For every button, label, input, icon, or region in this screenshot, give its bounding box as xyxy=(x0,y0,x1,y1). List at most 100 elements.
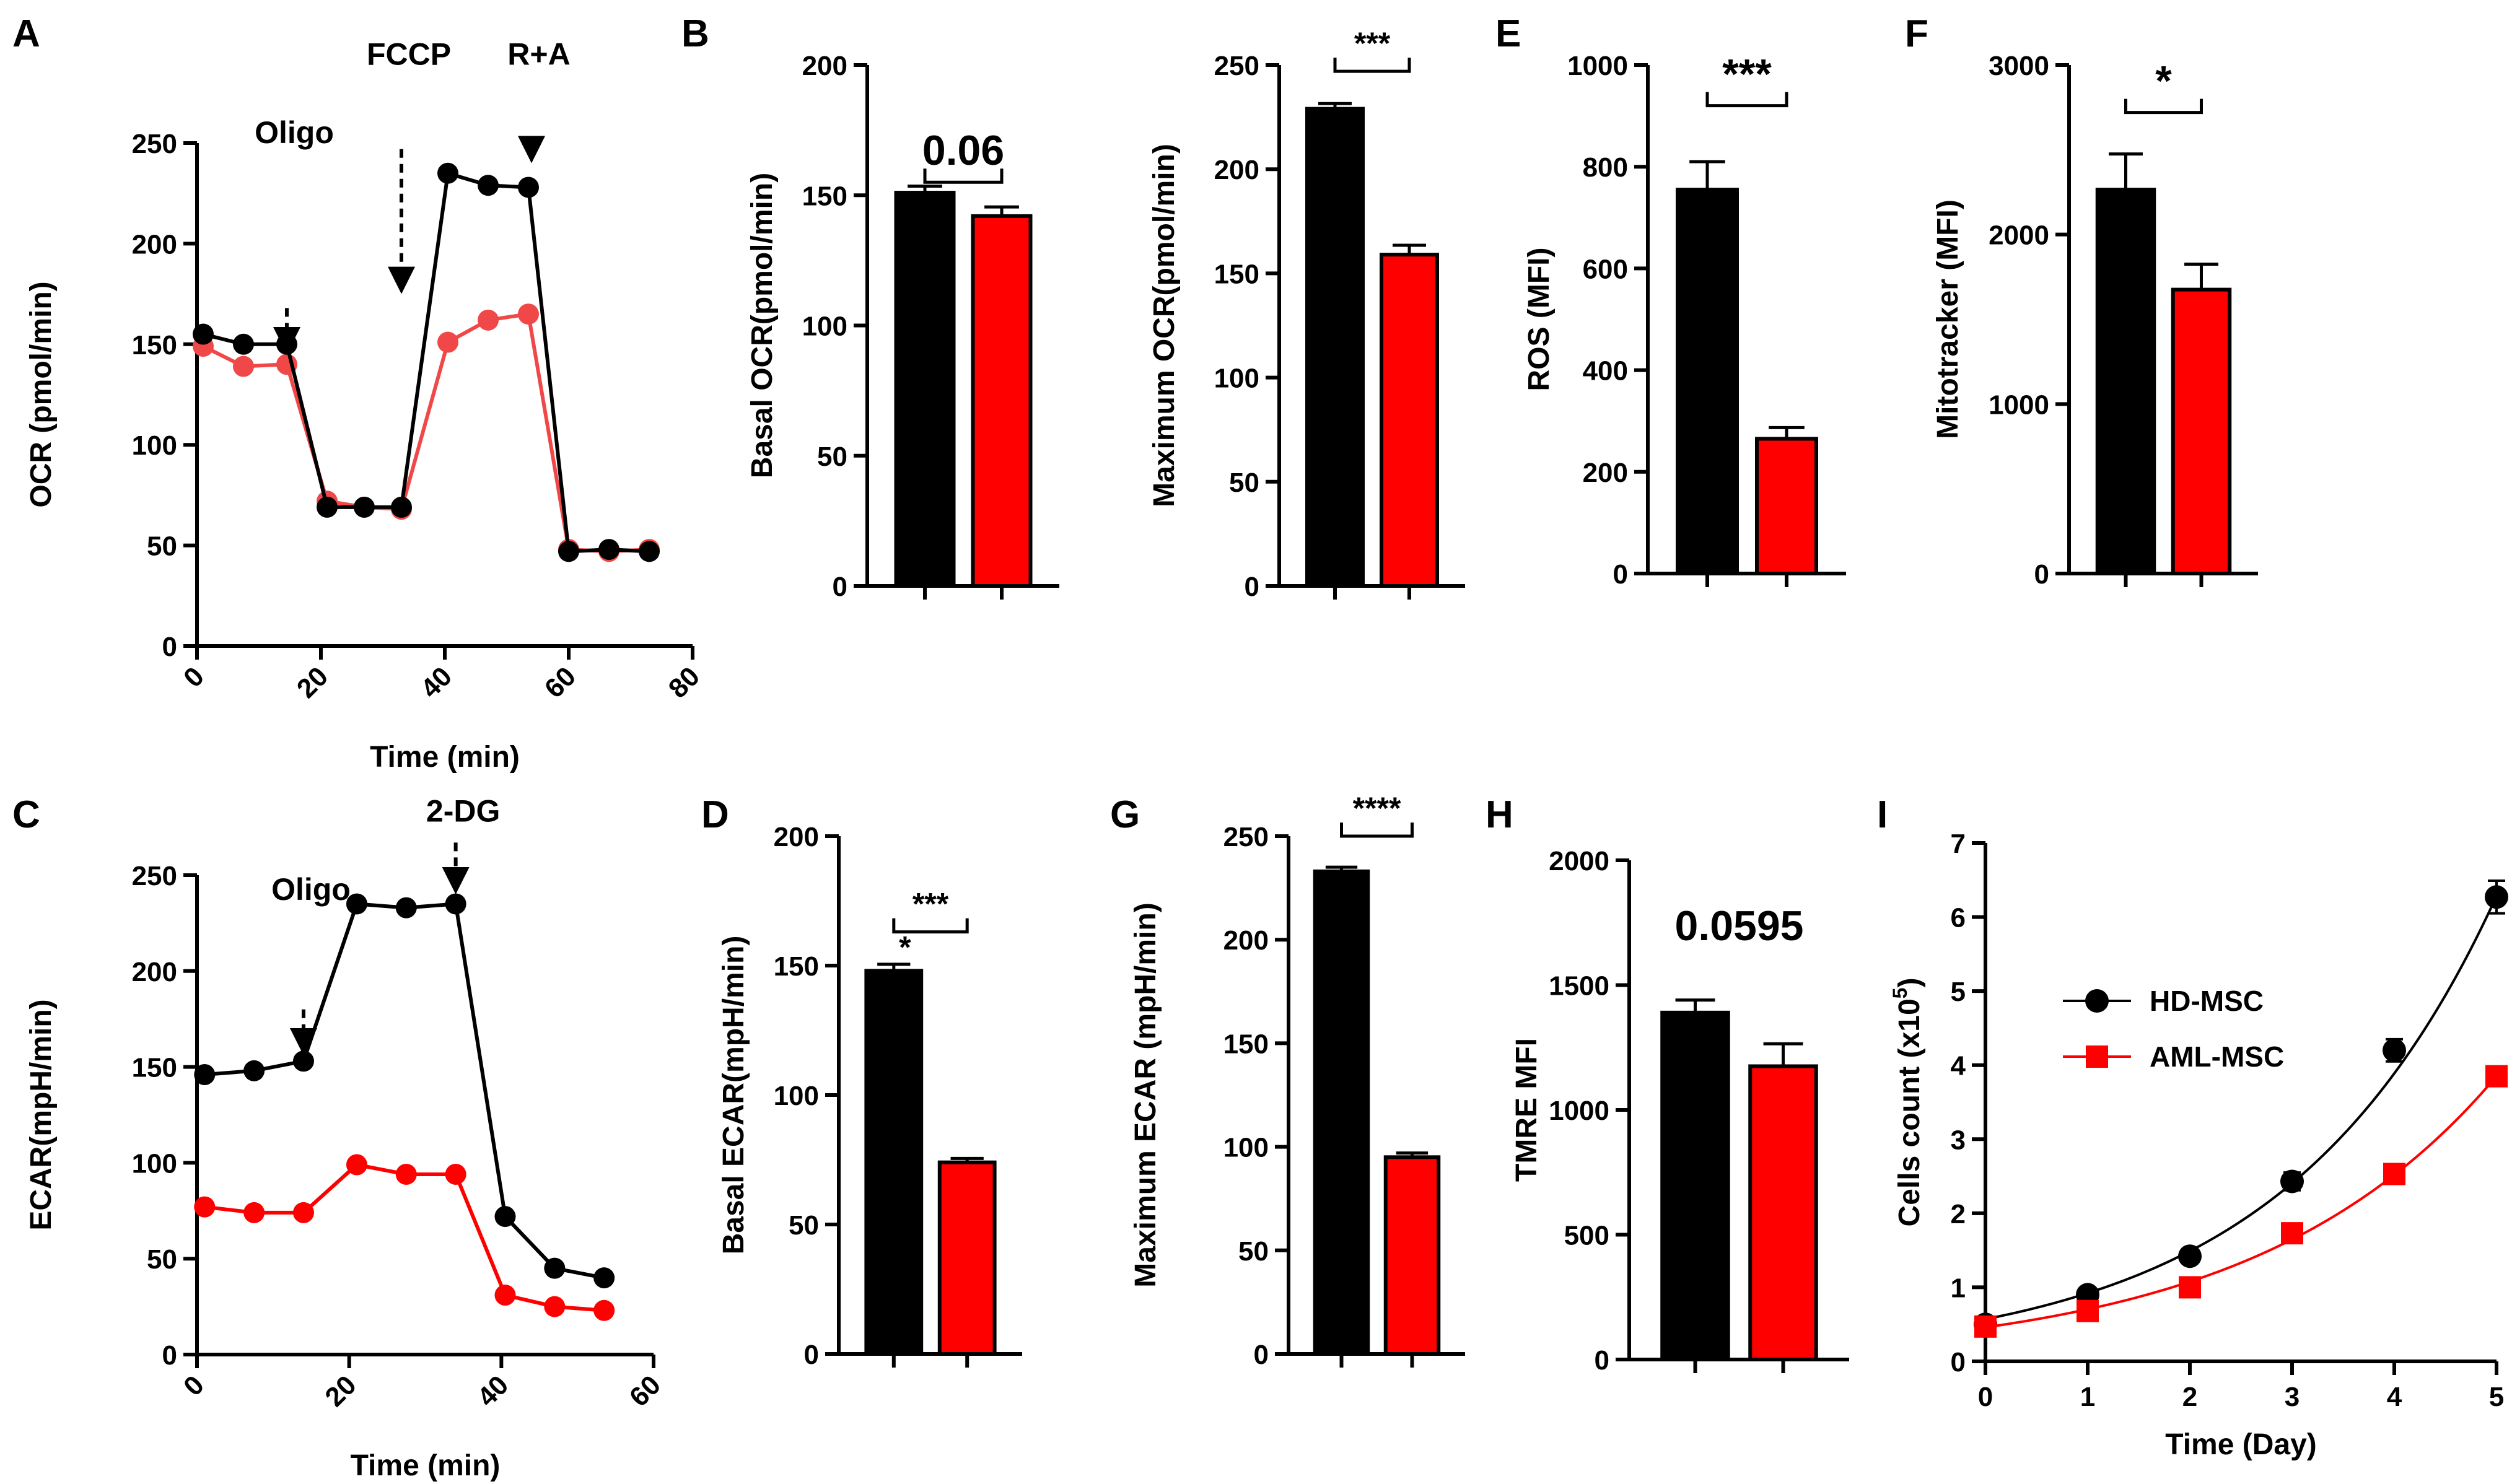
y-axis-label: ROS (MFI) xyxy=(1523,248,1556,391)
x-tick-label: 1 xyxy=(2080,1382,2095,1412)
y-tick-label: 250 xyxy=(132,129,177,159)
y-tick-label: 0 xyxy=(2034,559,2049,590)
y-tick-label: 600 xyxy=(1583,254,1628,284)
x-tick-label: 0 xyxy=(1978,1382,1993,1412)
y-tick-label: 4 xyxy=(1951,1051,1966,1081)
y-axis-label: Mitotracker (MFI) xyxy=(1932,199,1964,439)
bar-aml-msc xyxy=(937,1160,997,1356)
y-tick-label: 100 xyxy=(802,312,847,342)
x-tick-label: 20 xyxy=(319,1369,362,1412)
point-hd-msc xyxy=(2178,1244,2202,1268)
panel-label: I xyxy=(1877,793,1888,836)
annotation-arrow-head xyxy=(518,136,545,164)
y-tick-label: 250 xyxy=(132,861,177,891)
y-tick-label: 200 xyxy=(1583,458,1628,488)
point-hd-msc xyxy=(391,496,412,518)
point-hd-msc xyxy=(395,897,417,919)
point-hd-msc xyxy=(354,496,375,518)
significance-extra-mark: * xyxy=(899,930,911,965)
y-tick-label: 3000 xyxy=(1989,51,2049,81)
y-tick-label: 50 xyxy=(789,1210,819,1241)
y-tick-label: 150 xyxy=(774,951,819,982)
panel-D: D 0 50 100 150 200 Basal ECAR(mpH/min) **** xyxy=(701,793,1022,1370)
panel-I: I 0 1 2 3 4 5 6 7 0 1 2 3 4 5 Time (Day) Cells count (x1… xyxy=(1877,793,2508,1461)
y-tick-label: 200 xyxy=(774,822,819,852)
y-tick-label: 50 xyxy=(147,1244,177,1275)
y-tick-label: 150 xyxy=(132,330,177,360)
annotation-label: R+A xyxy=(507,37,570,71)
y-tick-label: 2000 xyxy=(1549,846,1609,876)
y-tick-label: 100 xyxy=(132,430,177,461)
bar-hd-msc xyxy=(894,191,956,588)
x-tick-label: 60 xyxy=(539,661,582,704)
y-tick-label: 0 xyxy=(162,632,177,662)
y-tick-label: 1000 xyxy=(1989,390,2049,420)
significance-bracket xyxy=(1705,92,1788,108)
x-axis-label: Time (min) xyxy=(351,1449,501,1482)
significance-bracket xyxy=(923,168,1004,184)
x-tick-label: 5 xyxy=(2489,1382,2504,1412)
point-hd-msc xyxy=(558,541,579,562)
x-axis-label: Time (Day) xyxy=(2165,1428,2317,1461)
point-hd-msc xyxy=(639,541,660,562)
y-tick-label: 200 xyxy=(1223,925,1269,956)
y-tick-label: 0 xyxy=(833,572,847,602)
y-tick-label: 1000 xyxy=(1549,1096,1609,1126)
y-tick-label: 50 xyxy=(1229,468,1259,498)
point-hd-msc xyxy=(346,893,367,915)
x-tick-label: 2 xyxy=(2182,1382,2197,1412)
y-tick-label: 0 xyxy=(1613,559,1628,590)
y-tick-label: 3 xyxy=(1951,1125,1966,1155)
bar-hd-msc xyxy=(2095,188,2156,575)
y-axis-label: TMRE MFI xyxy=(1510,1038,1543,1182)
significance-label: *** xyxy=(1354,26,1391,61)
x-tick-label: 4 xyxy=(2387,1382,2402,1412)
bar-hd-msc xyxy=(1313,869,1370,1356)
panel-F: F 0 1000 2000 3000 Mitotracker (MFI) * xyxy=(1905,12,2258,590)
y-tick-label: 100 xyxy=(132,1148,177,1179)
y-tick-label: 7 xyxy=(1951,829,1966,859)
annotation-label: Oligo xyxy=(255,115,334,150)
point-hd-msc xyxy=(598,539,619,561)
point-aml-msc xyxy=(2077,1299,2099,1322)
annotation-label: FCCP xyxy=(367,37,451,71)
bar-aml-msc xyxy=(971,214,1033,588)
panel-label: H xyxy=(1486,793,1513,836)
x-tick-label: 40 xyxy=(415,661,458,704)
point-aml-msc xyxy=(478,309,499,331)
y-tick-label: 150 xyxy=(802,181,847,211)
point-hd-msc xyxy=(494,1206,516,1228)
y-tick-label: 200 xyxy=(132,957,177,987)
panel-B1: B 0 50 100 150 200 Basal OCR(pmol/min) 0.06 xyxy=(681,12,1059,602)
y-tick-label: 50 xyxy=(817,442,847,472)
y-tick-label: 6 xyxy=(1951,903,1966,933)
y-axis-label-sup: 5 xyxy=(1889,988,1911,999)
y-tick-label: 0 xyxy=(162,1340,177,1371)
panel-G: G 0 50 100 150 200 250 Maximum ECAR (mpH/min) **… xyxy=(1110,791,1465,1370)
x-tick-label: 0 xyxy=(178,1369,210,1402)
y-tick-label: 2 xyxy=(1951,1199,1966,1229)
point-hd-msc xyxy=(2485,885,2508,909)
y-tick-label: 1000 xyxy=(1567,51,1628,81)
point-hd-msc xyxy=(233,333,254,355)
point-hd-msc xyxy=(2383,1038,2406,1062)
panel-label: G xyxy=(1110,793,1140,836)
point-hd-msc xyxy=(544,1257,566,1279)
y-axis-label-end: ) xyxy=(1893,978,1926,988)
panel-label: C xyxy=(12,793,40,836)
significance-bracket xyxy=(1333,58,1411,73)
bar-hd-msc xyxy=(1305,107,1365,588)
panel-label: F xyxy=(1905,12,1928,55)
annotation-arrow-head xyxy=(388,266,415,294)
annotation-label: Oligo xyxy=(271,872,351,907)
y-axis-label: Basal ECAR(mpH/min) xyxy=(717,936,750,1255)
significance-label: *** xyxy=(1722,51,1772,98)
annotation-arrow-head xyxy=(273,327,300,355)
x-axis-label: Time (min) xyxy=(370,741,520,774)
point-hd-msc xyxy=(518,177,539,198)
point-aml-msc xyxy=(445,1163,466,1185)
x-tick-label: 80 xyxy=(663,661,706,704)
y-axis-label: ECAR(mpH/min) xyxy=(25,999,58,1230)
y-tick-label: 250 xyxy=(1214,51,1259,81)
